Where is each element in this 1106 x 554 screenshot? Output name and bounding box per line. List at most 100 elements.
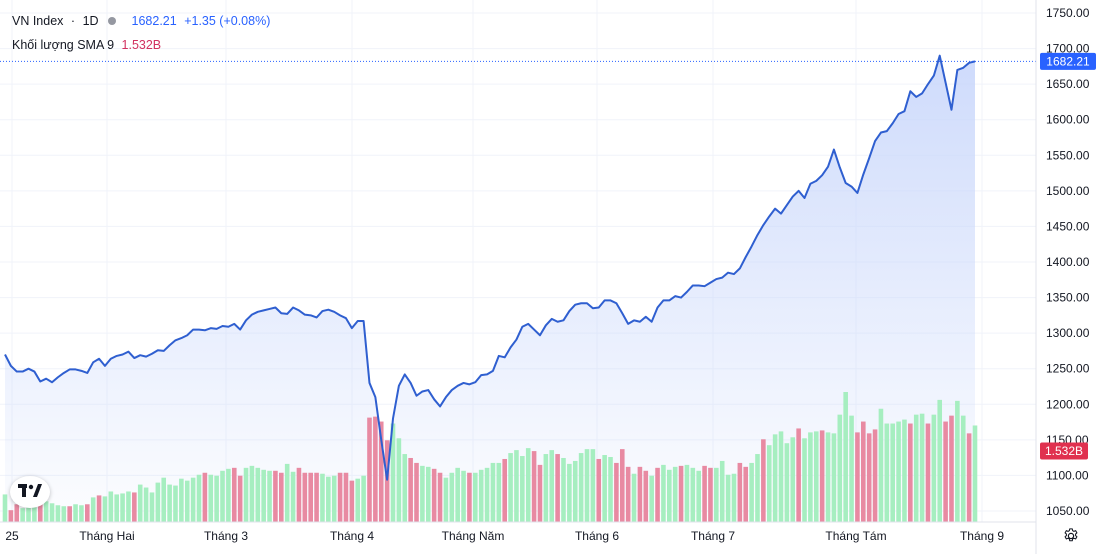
volume-bar	[502, 458, 507, 522]
x-tick-label: 25	[5, 529, 19, 543]
volume-bar	[884, 423, 890, 522]
y-tick-label: 1700.00	[1046, 42, 1090, 56]
volume-bar	[420, 465, 425, 522]
y-tick-label: 1250.00	[1046, 362, 1090, 376]
volume-bar	[955, 400, 960, 522]
volume-bar	[696, 470, 701, 522]
volume-bar	[108, 491, 114, 522]
volume-tag: 1.532B	[1040, 442, 1088, 460]
volume-indicator-value: 1.532B	[121, 37, 162, 52]
volume-bar	[813, 431, 819, 522]
y-tick-label: 1650.00	[1046, 77, 1090, 91]
volume-bar	[20, 508, 25, 522]
volume-bar	[137, 484, 143, 522]
volume-bar	[425, 466, 431, 522]
volume-bar	[843, 392, 848, 522]
volume-bar	[355, 478, 361, 522]
volume-bar	[220, 470, 225, 522]
price-area-fill	[5, 55, 975, 522]
volume-bar	[702, 465, 707, 522]
volume-bar	[214, 475, 219, 522]
volume-bar	[467, 472, 472, 522]
y-tick-label: 1300.00	[1046, 326, 1090, 340]
y-axis[interactable]: 1750.00 1700.00 1650.00 1600.00 1550.00 1500.…	[1046, 6, 1090, 518]
volume-bar	[802, 438, 807, 522]
volume-bar	[208, 474, 214, 522]
volume-bar	[2, 494, 8, 522]
timeframe[interactable]: 1D	[82, 13, 99, 28]
volume-bar	[496, 462, 502, 522]
market-status-icon	[108, 16, 117, 25]
volume-bar	[790, 437, 796, 522]
volume-bar	[667, 469, 672, 522]
volume-bar	[714, 467, 719, 522]
volume-bar	[367, 417, 372, 522]
volume-bar	[772, 434, 778, 522]
volume-bar	[184, 480, 190, 522]
tradingview-logo-icon[interactable]	[10, 476, 50, 508]
volume-bar	[584, 449, 590, 522]
volume-bar	[755, 454, 760, 522]
last-price-value: 1682.21	[131, 13, 177, 28]
volume-bar	[743, 466, 749, 522]
legend-volume-row[interactable]: Khối lượng SMA 9 1.532B	[12, 37, 161, 52]
volume-bar	[949, 415, 954, 522]
volume-bar	[925, 423, 931, 522]
volume-bar	[643, 470, 649, 522]
volume-bar	[778, 431, 784, 522]
volume-bar	[631, 473, 637, 522]
volume-bar	[578, 453, 584, 522]
volume-bar	[290, 471, 296, 522]
x-tick-label: Tháng 3	[204, 529, 248, 543]
volume-bar	[590, 449, 596, 522]
x-tick-label: Tháng 4	[330, 529, 374, 543]
volume-bar	[719, 460, 725, 522]
volume-bar	[455, 467, 460, 522]
volume-bar	[749, 462, 754, 522]
volume-bar	[960, 415, 966, 522]
volume-indicator-label: Khối lượng SMA 9	[12, 37, 115, 52]
x-tick-label: Tháng 9	[960, 529, 1004, 543]
volume-bar	[596, 458, 602, 522]
volume-bar	[126, 491, 131, 522]
volume-bar	[684, 464, 690, 522]
volume-bar	[61, 506, 67, 522]
volume-bar	[120, 493, 125, 522]
volume-bar	[549, 450, 555, 522]
volume-bar	[284, 463, 290, 522]
volume-bar	[972, 425, 978, 522]
volume-bar	[414, 462, 419, 522]
volume-bar	[825, 432, 831, 522]
volume-bar	[890, 423, 895, 522]
volume-bar	[390, 423, 396, 522]
volume-bar	[966, 433, 972, 522]
volume-bar	[449, 472, 455, 522]
volume-bar	[43, 501, 49, 522]
symbol-name[interactable]: VN Index	[12, 13, 64, 28]
settings-gear-icon[interactable]	[1062, 527, 1080, 545]
volume-bar	[766, 445, 772, 522]
volume-bar	[132, 492, 137, 522]
volume-bar	[314, 472, 319, 522]
volume-bar	[619, 449, 625, 522]
x-axis[interactable]: 25 Tháng Hai Tháng 3 Tháng 4 Tháng Năm Tháng …	[5, 529, 1004, 543]
volume-bar	[161, 477, 167, 522]
volume-bar	[331, 475, 337, 522]
last-price-tag-text: 1682.21	[1046, 54, 1090, 68]
x-tick-label: Tháng Năm	[442, 529, 505, 543]
y-tick-label: 1350.00	[1046, 291, 1090, 305]
volume-bar	[167, 484, 172, 522]
x-tick-label: Tháng Tám	[825, 529, 886, 543]
volume-bar	[443, 477, 449, 522]
volume-bar	[878, 408, 884, 522]
volume-bar	[261, 469, 266, 522]
volume-bar	[296, 467, 302, 522]
volume-bar	[531, 451, 537, 522]
volume-bar	[279, 472, 284, 522]
volume-bar	[855, 432, 860, 522]
volume-bar	[943, 421, 948, 522]
volume-bar	[508, 453, 513, 522]
volume-bar	[226, 468, 231, 522]
legend-symbol-row[interactable]: VN Index · 1D 1682.21 +1.35 (+0.08%)	[12, 13, 270, 28]
